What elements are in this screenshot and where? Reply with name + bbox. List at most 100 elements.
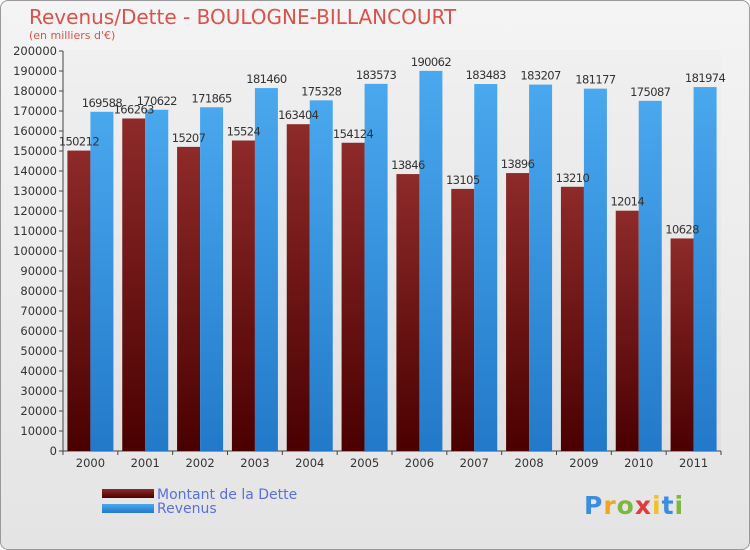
- y-tick-label: 120000: [13, 204, 57, 218]
- bars: [67, 70, 717, 452]
- y-tick-label: 0: [50, 444, 57, 458]
- x-tick-label: 2009: [569, 456, 598, 470]
- data-label-revenue: 183573: [356, 68, 397, 82]
- legend-label-debt: Montant de la Dette: [157, 487, 298, 503]
- bar-revenue: [474, 84, 498, 451]
- bar-debt: [560, 186, 584, 451]
- data-label-debt: 15207: [172, 131, 206, 145]
- y-tick-label: 130000: [13, 184, 57, 198]
- x-tick-label: 2007: [460, 456, 489, 470]
- bar-revenue: [419, 70, 443, 451]
- y-tick-label: 150000: [13, 144, 57, 158]
- y-tick-label: 50000: [20, 344, 57, 358]
- bar-revenue: [583, 88, 607, 451]
- x-tick-label: 2006: [405, 456, 434, 470]
- data-label-revenue: 169588: [82, 96, 123, 110]
- data-label-revenue: 170622: [137, 94, 178, 108]
- logo-letter: t: [661, 491, 675, 520]
- data-label-debt: 154124: [333, 127, 374, 141]
- y-tick-label: 80000: [20, 284, 57, 298]
- proxiti-logo: Proxiti: [584, 491, 684, 520]
- logo-letter: i: [652, 491, 662, 520]
- bar-debt: [122, 118, 146, 451]
- y-tick-label: 140000: [13, 164, 57, 178]
- y-tick-label: 100000: [13, 244, 57, 258]
- y-tick-label: 160000: [13, 124, 57, 138]
- y-tick-label: 200000: [13, 44, 57, 58]
- x-tick-label: 2010: [624, 456, 653, 470]
- bar-debt: [67, 150, 91, 452]
- y-tick-label: 60000: [20, 324, 57, 338]
- data-label-revenue: 181177: [575, 73, 616, 87]
- bar-revenue: [254, 88, 278, 451]
- bar-debt: [615, 210, 639, 451]
- bar-debt: [451, 188, 475, 451]
- data-label-debt: 13896: [501, 157, 535, 171]
- x-tick-label: 2003: [240, 456, 269, 470]
- chart-subtitle: (en milliers d'€): [29, 29, 116, 42]
- bar-revenue: [309, 100, 333, 452]
- y-axis: 0 10000 20000 30000 40000 50000 60000 70000 8000…: [13, 44, 64, 458]
- data-label-revenue: 190062: [411, 55, 452, 69]
- bar-revenue: [90, 111, 114, 451]
- legend-swatch-revenue: [102, 504, 154, 513]
- y-tick-label: 20000: [20, 404, 57, 418]
- y-tick-label: 10000: [20, 424, 57, 438]
- legend-label-revenue: Revenus: [157, 501, 217, 517]
- data-label-debt: 13210: [556, 171, 590, 185]
- y-tick-label: 90000: [20, 264, 57, 278]
- y-tick-label: 170000: [13, 104, 57, 118]
- y-tick-label: 180000: [13, 84, 57, 98]
- bar-revenue: [364, 83, 388, 451]
- data-label-revenue: 183207: [520, 69, 561, 83]
- x-axis: 2000 2001 2002 2003 2004 2005 2006 2007 2008 2009…: [62, 450, 722, 470]
- bar-revenue: [693, 87, 717, 451]
- data-label-debt: 150212: [59, 135, 100, 149]
- data-label-revenue: 175087: [630, 85, 671, 99]
- data-label-debt: 13105: [446, 173, 480, 187]
- y-tick-label: 110000: [13, 224, 57, 238]
- logo-letter: i: [674, 491, 685, 520]
- data-label-revenue: 181460: [246, 72, 287, 86]
- bar-debt: [396, 174, 420, 451]
- data-labels: 150212 166263 15207 15524 163404 154124 13846 1…: [59, 55, 726, 237]
- bar-revenue: [529, 84, 553, 451]
- y-tick-label: 30000: [20, 384, 57, 398]
- logo-letter: o: [616, 491, 635, 520]
- legend-swatch-debt: [102, 489, 154, 498]
- data-label-revenue: 181974: [685, 71, 726, 85]
- data-label-revenue: 175328: [301, 84, 342, 98]
- logo-letter: P: [584, 491, 604, 520]
- bar-revenue: [145, 109, 169, 452]
- data-label-debt: 163404: [278, 108, 319, 122]
- x-tick-label: 2008: [514, 456, 543, 470]
- data-label-revenue: 171865: [191, 91, 232, 105]
- data-label-debt: 12014: [610, 195, 644, 209]
- x-tick-label: 2002: [185, 456, 214, 470]
- bar-revenue: [638, 100, 662, 452]
- data-label-revenue: 183483: [466, 68, 507, 82]
- x-tick-label: 2000: [76, 456, 105, 470]
- y-tick-label: 40000: [20, 364, 57, 378]
- bar-debt: [341, 142, 365, 451]
- bar-debt: [231, 140, 255, 451]
- data-label-debt: 10628: [665, 222, 699, 236]
- data-label-debt: 13846: [391, 158, 425, 172]
- bar-debt: [670, 238, 694, 451]
- y-tick-label: 70000: [20, 304, 57, 318]
- x-tick-label: 2011: [679, 456, 708, 470]
- bar-revenue: [200, 107, 224, 452]
- bar-debt: [506, 173, 530, 451]
- x-tick-label: 2001: [131, 456, 160, 470]
- data-label-debt: 166263: [114, 102, 155, 116]
- chart-title: Revenus/Dette - BOULOGNE-BILLANCOURT: [29, 5, 457, 29]
- y-tick-label: 190000: [13, 64, 57, 78]
- x-tick-label: 2004: [295, 456, 324, 470]
- plot-area: [63, 51, 721, 451]
- logo-letter: x: [634, 491, 652, 520]
- bar-debt: [286, 124, 310, 451]
- bar-debt: [177, 146, 201, 451]
- x-tick-label: 2005: [350, 456, 379, 470]
